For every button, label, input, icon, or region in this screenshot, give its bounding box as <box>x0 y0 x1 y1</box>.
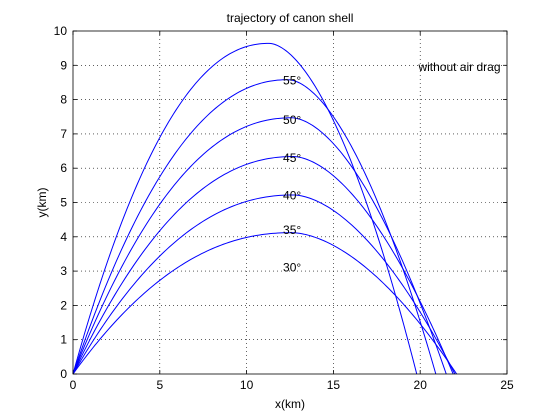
trajectory-line-35deg <box>72 194 456 375</box>
y-tick-label: 9 <box>60 58 67 72</box>
annotation-without-air-drag: without air drag <box>417 60 500 74</box>
x-tick-label: 0 <box>70 378 77 392</box>
y-tick-label: 7 <box>60 127 67 141</box>
series-layer <box>72 42 458 375</box>
y-tick-label: 2 <box>60 298 67 312</box>
series-label-45deg: 45° <box>283 151 301 165</box>
y-tick-label: 0 <box>60 367 67 381</box>
trajectory-line-50deg <box>72 79 437 375</box>
y-axis-label: y(km) <box>35 188 49 218</box>
y-tick-label: 1 <box>60 333 67 347</box>
x-tick-label: 5 <box>156 378 163 392</box>
series-label-50deg: 50° <box>283 113 301 127</box>
trajectory-line-30deg <box>72 232 458 375</box>
tick-layer: 0 5 10 15 20 25 0 1 2 3 4 5 6 7 8 9 10 <box>54 24 514 392</box>
x-tick-label: 15 <box>327 378 341 392</box>
y-tick-label: 10 <box>54 24 68 38</box>
y-tick-label: 6 <box>60 161 67 175</box>
y-tick-label: 4 <box>60 230 67 244</box>
x-axis-label: x(km) <box>275 397 305 411</box>
chart-title: trajectory of canon shell <box>227 11 354 25</box>
series-label-35deg: 35° <box>283 223 301 237</box>
trajectory-line-45deg <box>72 117 447 375</box>
x-tick-label: 20 <box>414 378 428 392</box>
trajectory-line-40deg <box>72 156 454 375</box>
y-tick-label: 5 <box>60 196 67 210</box>
x-tick-label: 25 <box>500 378 514 392</box>
x-tick-label: 10 <box>240 378 254 392</box>
trajectory-line-55deg <box>72 42 418 375</box>
y-tick-label: 8 <box>60 93 67 107</box>
grid-layer <box>73 31 507 374</box>
series-label-40deg: 40° <box>283 189 301 203</box>
series-label-55deg: 55° <box>283 74 301 88</box>
y-tick-label: 3 <box>60 264 67 278</box>
series-label-30deg: 30° <box>283 261 301 275</box>
label-layer: trajectory of canon shell x(km) y(km) wi… <box>35 11 501 411</box>
